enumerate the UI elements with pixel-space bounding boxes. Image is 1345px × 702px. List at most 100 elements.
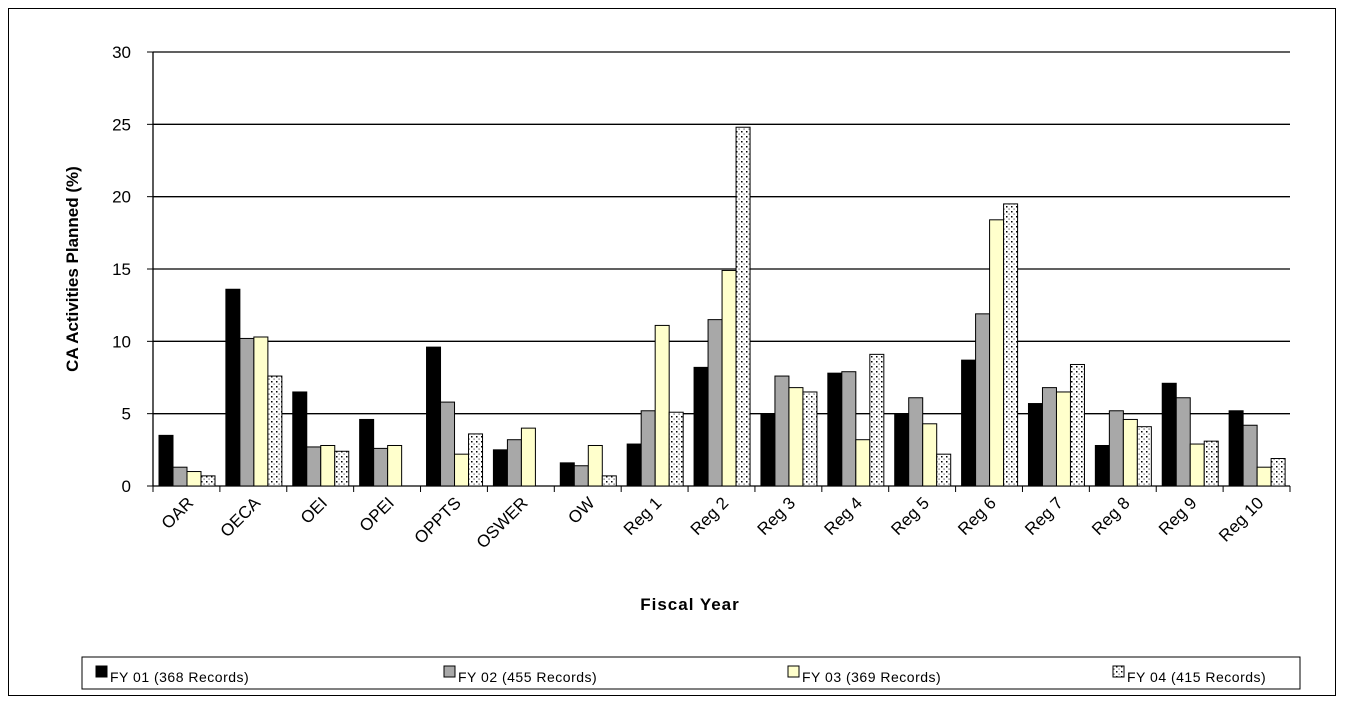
bar-fy-02-reg-1 xyxy=(640,410,656,487)
bar-fy-02-reg-9 xyxy=(1175,397,1191,487)
y-tick-label: 0 xyxy=(122,477,131,496)
legend-label: FY 02 (455 Records) xyxy=(458,669,597,685)
bar-fy-04-reg-2 xyxy=(735,126,751,487)
bar-fy-01-reg-2 xyxy=(693,366,709,487)
gridlines xyxy=(153,51,1290,415)
bar-fy-02-ow xyxy=(573,465,589,487)
bar-fy-02-opei xyxy=(373,447,389,487)
legend-label: FY 04 (415 Records) xyxy=(1127,669,1266,685)
bar-fy-03-reg-1 xyxy=(654,324,670,487)
bar-fy-02-reg-10 xyxy=(1242,424,1258,487)
bar-fy-04-reg-10 xyxy=(1270,458,1286,487)
bar-fy-04-oei xyxy=(334,450,350,487)
x-tick-label: OPEI xyxy=(356,493,398,535)
y-tick-label: 10 xyxy=(112,332,131,351)
bar-fy-04-reg-9 xyxy=(1203,440,1219,487)
x-tick-label: OW xyxy=(564,493,598,527)
bar-fy-03-reg-9 xyxy=(1189,443,1205,487)
bar-fy-01-opei xyxy=(359,418,375,487)
tick-labels: 0 5 10 15 20 25 30 OAR OECA OEI OPEI OPPTS OSWER OW Re… xyxy=(112,43,1267,552)
legend-label: FY 01 (368 Records) xyxy=(110,669,249,685)
bar-fy-01-reg-10 xyxy=(1228,410,1244,487)
x-tick-label: OEI xyxy=(297,493,331,527)
bar-fy-03-reg-5 xyxy=(922,423,938,487)
bar-fy-01-oei xyxy=(292,391,308,487)
bar-fy-02-reg-3 xyxy=(774,375,790,487)
bar-fy-02-oswer xyxy=(506,439,522,487)
bar-fy-01-oppts xyxy=(426,346,442,487)
bar-fy-03-reg-8 xyxy=(1122,418,1138,487)
bar-fy-01-oswer xyxy=(492,449,508,487)
bar-fy-02-reg-7 xyxy=(1041,387,1057,487)
bar-fy-02-reg-6 xyxy=(975,313,991,487)
bar-fy-04-oppts xyxy=(468,433,484,487)
bar-fy-02-reg-5 xyxy=(908,397,924,487)
bar-fy-02-oei xyxy=(306,446,322,487)
x-axis-title: Fiscal Year xyxy=(640,595,740,614)
legend-swatch-fy-03 xyxy=(787,665,800,678)
bar-fy-04-ow xyxy=(601,475,617,487)
legend-label: FY 03 (369 Records) xyxy=(802,669,941,685)
legend-swatch-fy-04 xyxy=(1112,665,1125,678)
legend-box xyxy=(81,656,1301,690)
bar-fy-04-reg-8 xyxy=(1136,426,1152,487)
bar-fy-01-ow xyxy=(559,462,575,487)
bar-fy-01-reg-4 xyxy=(827,372,843,487)
bar-fy-04-reg-7 xyxy=(1069,363,1085,487)
bar-fy-01-reg-3 xyxy=(760,413,776,487)
bar-fy-02-oar xyxy=(172,466,188,487)
bar-fy-03-reg-4 xyxy=(855,439,871,487)
bar-fy-02-reg-8 xyxy=(1108,410,1124,487)
bar-fy-04-reg-5 xyxy=(936,453,952,487)
bar-fy-01-oeca xyxy=(225,288,241,487)
bar-fy-03-oppts xyxy=(454,453,470,487)
bar-fy-03-reg-7 xyxy=(1055,391,1071,487)
legend-swatch-fy-02 xyxy=(443,665,456,678)
y-tick-label: 25 xyxy=(112,115,131,134)
x-tick-label: Reg 8 xyxy=(1088,493,1134,539)
bar-fy-04-oar xyxy=(200,475,216,487)
y-tick-label: 20 xyxy=(112,188,131,207)
bar-fy-01-reg-5 xyxy=(894,413,910,487)
x-tick-label: OECA xyxy=(217,493,265,541)
bar-fy-04-reg-4 xyxy=(869,353,885,487)
legend-swatch-fy-01 xyxy=(95,665,108,678)
bar-fy-03-oeca xyxy=(253,336,269,487)
bar-fy-01-reg-6 xyxy=(961,359,977,487)
x-tick-label: Reg 2 xyxy=(687,493,733,539)
bar-fy-03-reg-10 xyxy=(1256,466,1272,487)
bar-fy-04-reg-1 xyxy=(668,411,684,487)
y-axis-title: CA Activities Planned (%) xyxy=(63,166,82,372)
y-tick-label: 30 xyxy=(112,43,131,62)
x-tick-label: Reg 10 xyxy=(1215,493,1267,545)
bars xyxy=(158,126,1286,487)
x-tick-label: Reg 3 xyxy=(754,493,800,539)
bar-fy-03-oar xyxy=(186,471,202,487)
bar-fy-03-reg-3 xyxy=(788,387,804,487)
bar-fy-02-oppts xyxy=(440,401,456,487)
bar-fy-03-opei xyxy=(387,444,403,487)
bar-fy-03-reg-6 xyxy=(989,219,1005,487)
bar-fy-02-reg-4 xyxy=(841,371,857,487)
bar-fy-04-reg-6 xyxy=(1003,203,1019,487)
bar-fy-03-oswer xyxy=(520,427,536,487)
bar-fy-03-reg-2 xyxy=(721,269,737,487)
x-tick-label: Reg 7 xyxy=(1021,493,1067,539)
bar-fy-03-ow xyxy=(587,444,603,487)
legend: FY 01 (368 Records) FY 02 (455 Records) FY… xyxy=(81,656,1301,690)
bar-fy-03-oei xyxy=(320,444,336,487)
bar-fy-02-reg-2 xyxy=(707,319,723,487)
y-tick-label: 5 xyxy=(122,405,131,424)
y-tick-label: 15 xyxy=(112,260,131,279)
x-tick-label: Reg 6 xyxy=(954,493,1000,539)
bar-fy-04-oeca xyxy=(267,375,283,487)
x-tick-label: OSWER xyxy=(473,493,532,552)
bar-fy-01-reg-1 xyxy=(626,443,642,487)
bar-fy-01-reg-7 xyxy=(1027,403,1043,487)
x-tick-label: OAR xyxy=(158,493,197,532)
x-tick-label: Reg 5 xyxy=(887,493,933,539)
bar-fy-02-oeca xyxy=(239,337,255,487)
bar-fy-01-oar xyxy=(158,434,174,487)
x-tick-label: OPPTS xyxy=(411,493,465,547)
